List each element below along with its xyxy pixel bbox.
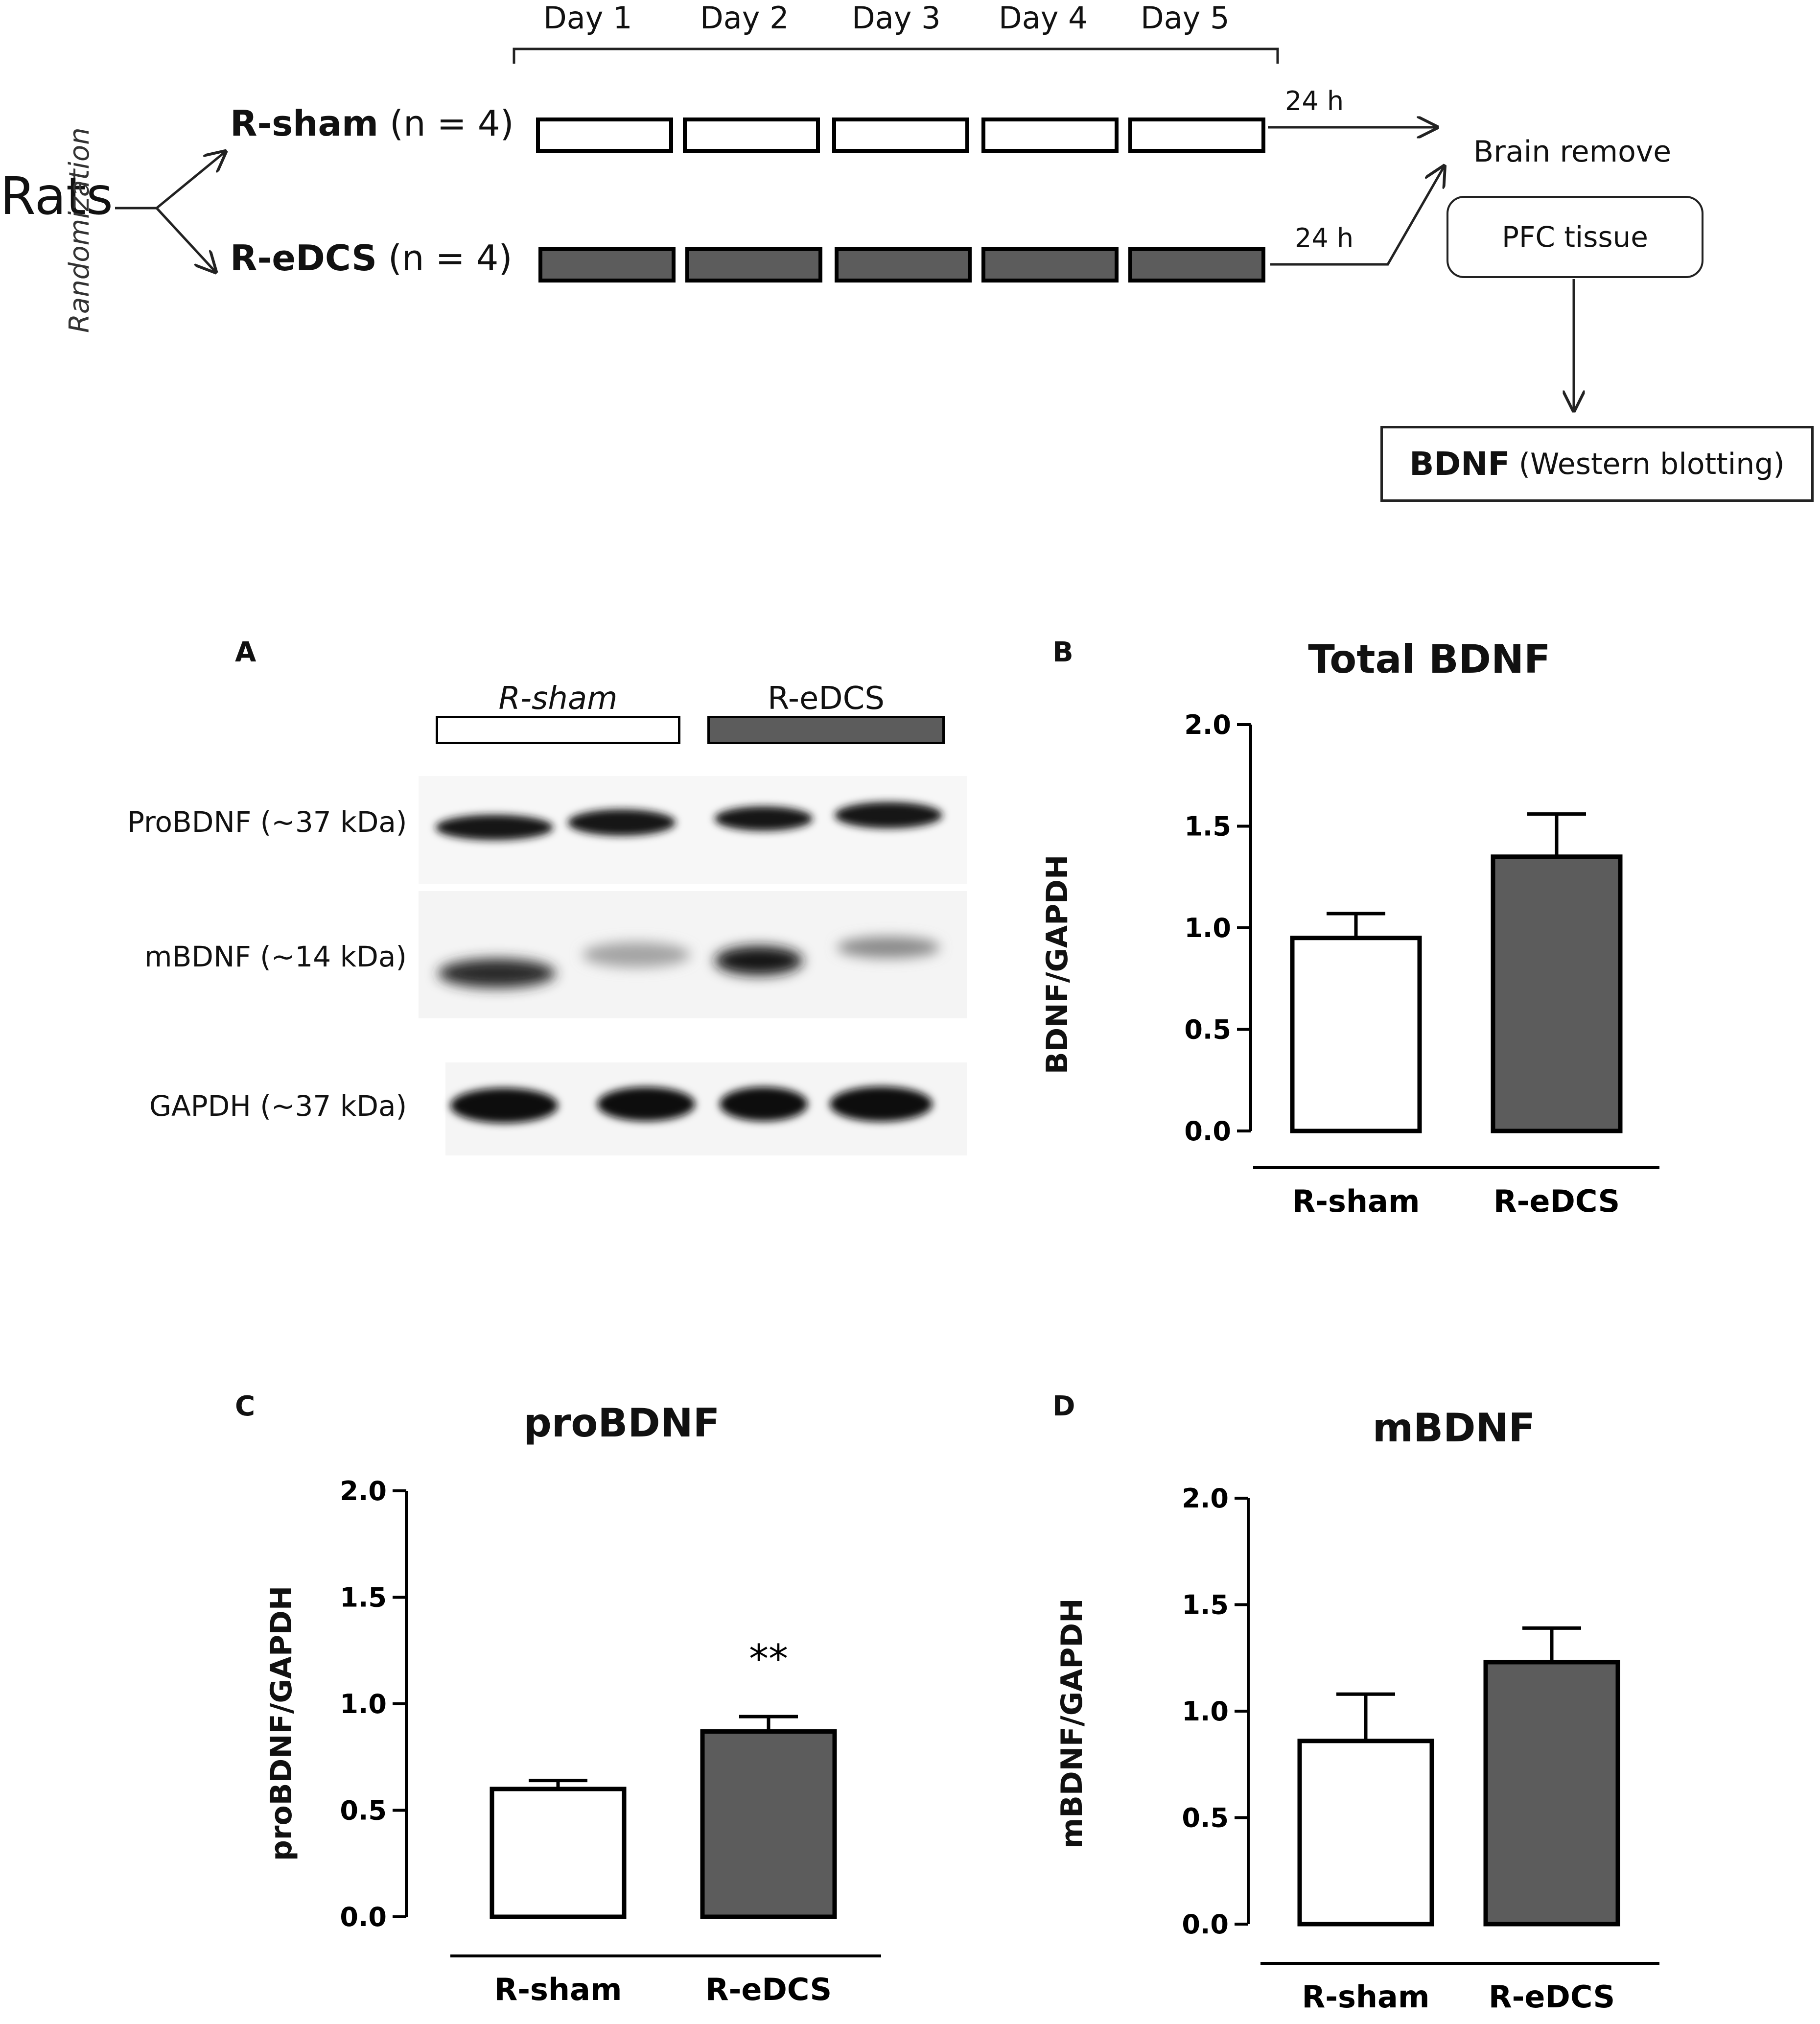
band-probdnf-4 xyxy=(835,802,942,828)
band-mbdnf-4 xyxy=(837,937,940,958)
panel-letter-b: B xyxy=(1052,636,1073,668)
y-tick-label: 0.0 xyxy=(1184,1116,1231,1147)
bar-r-sham xyxy=(1290,936,1422,1133)
schematic-lines xyxy=(115,47,1820,539)
band-probdnf-3 xyxy=(715,806,813,831)
edcs-day-box-4 xyxy=(981,247,1119,282)
y-tick-label: 2.0 xyxy=(1184,709,1231,740)
group-label-sham: R-sham (n = 4) xyxy=(230,103,514,144)
blot-row-label-gapdh: GAPDH (~37 kDa) xyxy=(149,1089,407,1123)
y-tick-label: 1.5 xyxy=(1182,1590,1229,1621)
sham-day-box-5 xyxy=(1128,118,1265,153)
y-tick-label: 2.0 xyxy=(340,1476,387,1506)
bdnf-method-label: (Western blotting) xyxy=(1518,447,1785,481)
band-mbdnf-3 xyxy=(715,946,803,975)
rats-label: Rats xyxy=(0,166,113,226)
bar-r-sham xyxy=(1297,1739,1434,1927)
panel-letter-c: C xyxy=(235,1390,256,1422)
band-mbdnf-2 xyxy=(583,942,690,967)
group-n: (n = 4) xyxy=(389,103,514,144)
y-tick-label: 1.5 xyxy=(1184,811,1231,842)
edcs-day-box-1 xyxy=(538,247,676,282)
lane-group-label-sham: R-sham xyxy=(498,681,618,717)
bar-r-edcs xyxy=(1491,854,1623,1133)
chart-title: Total BDNF xyxy=(1308,636,1551,682)
day-label-2: Day 2 xyxy=(700,0,789,36)
y-tick-label: 1.0 xyxy=(340,1689,387,1719)
x-category-label: R-eDCS xyxy=(1489,1979,1615,2015)
y-tick-label: 1.5 xyxy=(340,1582,387,1613)
group-label-edcs: R-eDCS (n = 4) xyxy=(230,237,513,279)
pfc-tissue-box: PFC tissue xyxy=(1447,196,1703,278)
band-probdnf-2 xyxy=(568,809,676,836)
y-tick-label: 0.5 xyxy=(1184,1014,1231,1045)
edcs-to-brain-arrow xyxy=(1270,166,1444,266)
y-tick-label: 2.0 xyxy=(1182,1483,1229,1514)
randomize-arrow-up xyxy=(156,152,225,209)
group-name: R-eDCS xyxy=(230,237,377,279)
band-mbdnf-1 xyxy=(438,959,556,988)
y-tick-label: 0.0 xyxy=(1182,1909,1229,1940)
day-bracket xyxy=(513,47,1279,64)
group-name: R-sham xyxy=(230,103,379,144)
bar-r-sham xyxy=(490,1787,627,1919)
bar-r-edcs xyxy=(700,1729,837,1919)
panel-letter-a: A xyxy=(235,636,257,668)
x-category-label: R-sham xyxy=(494,1972,622,2007)
interval-label-bottom: 24 h xyxy=(1295,223,1354,254)
pfc-tissue-label: PFC tissue xyxy=(1501,220,1648,254)
band-probdnf-1 xyxy=(436,815,553,840)
edcs-day-box-2 xyxy=(685,247,822,282)
y-tick-label: 0.0 xyxy=(340,1902,387,1932)
panel-letter-d: D xyxy=(1052,1390,1075,1422)
sham-day-box-4 xyxy=(981,118,1119,153)
bdnf-label: BDNF xyxy=(1409,445,1510,483)
lane-group-label-edcs: R-eDCS xyxy=(768,681,885,717)
edcs-day-box-3 xyxy=(835,247,972,282)
band-gapdh-1 xyxy=(450,1088,558,1123)
x-category-label: R-eDCS xyxy=(705,1972,832,2007)
sham-day-box-2 xyxy=(683,118,820,153)
day-label-3: Day 3 xyxy=(852,0,941,36)
blot-row-label-probdnf: ProBDNF (~37 kDa) xyxy=(127,805,407,839)
chart-title: mBDNF xyxy=(1372,1405,1536,1451)
day-label-5: Day 5 xyxy=(1141,0,1230,36)
group-n: (n = 4) xyxy=(388,237,513,279)
y-tick-label: 0.5 xyxy=(340,1795,387,1826)
band-gapdh-3 xyxy=(720,1087,808,1121)
x-category-label: R-sham xyxy=(1292,1183,1420,1219)
chart-title: proBDNF xyxy=(523,1400,720,1446)
y-tick-label: 1.0 xyxy=(1182,1696,1229,1727)
sham-day-box-3 xyxy=(832,118,969,153)
x-category-label: R-sham xyxy=(1302,1979,1430,2015)
sham-day-box-1 xyxy=(536,118,673,153)
brain-remove-label: Brain remove xyxy=(1473,135,1672,169)
interval-label-top: 24 h xyxy=(1285,86,1344,117)
bdnf-western-box: BDNF (Western blotting) xyxy=(1380,426,1814,502)
y-tick-label: 0.5 xyxy=(1182,1803,1229,1834)
band-gapdh-4 xyxy=(830,1086,933,1122)
blot-row-label-mbdnf: mBDNF (~14 kDa) xyxy=(144,940,407,973)
lane-group-bar-edcs xyxy=(707,716,945,744)
x-category-label: R-eDCS xyxy=(1493,1183,1620,1219)
significance-annotation: ** xyxy=(749,1636,788,1682)
edcs-day-box-5 xyxy=(1128,247,1265,282)
day-label-1: Day 1 xyxy=(543,0,632,36)
day-label-4: Day 4 xyxy=(999,0,1088,36)
lane-group-bar-sham xyxy=(436,716,680,744)
band-gapdh-2 xyxy=(597,1087,695,1121)
bar-r-edcs xyxy=(1483,1660,1620,1927)
randomize-arrow-down xyxy=(156,207,215,272)
y-tick-label: 1.0 xyxy=(1184,913,1231,943)
